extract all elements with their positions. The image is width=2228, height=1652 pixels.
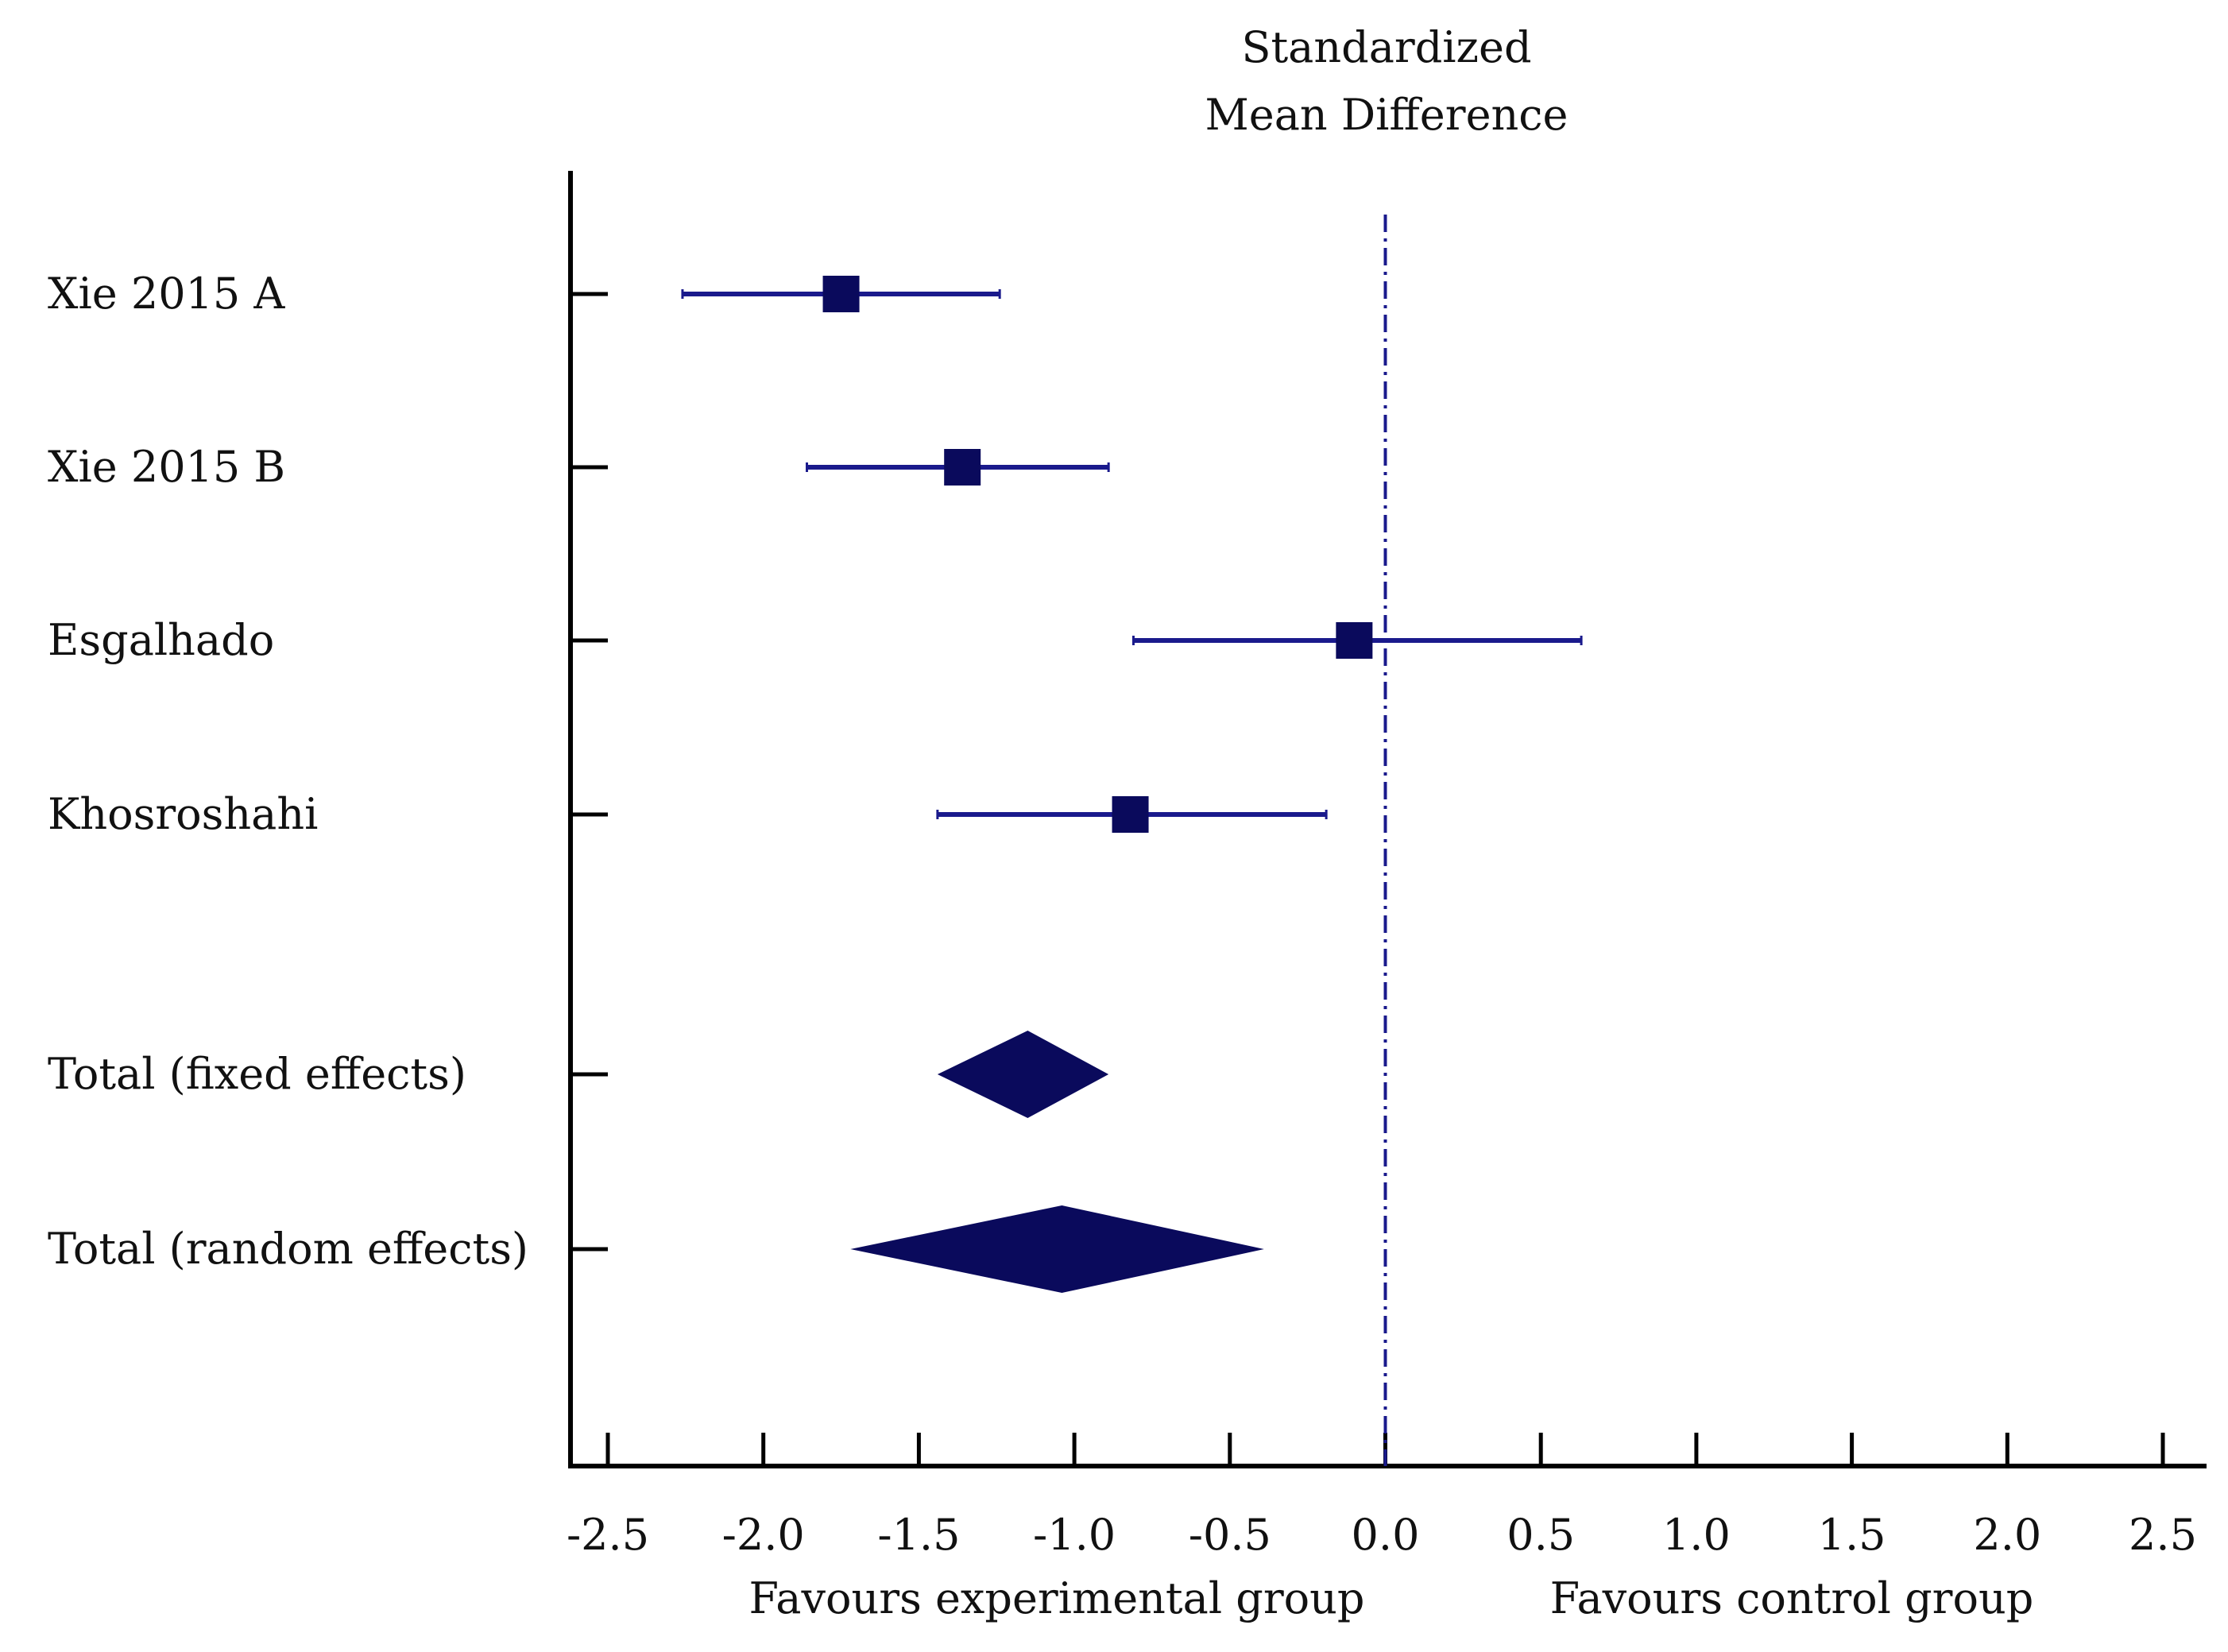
x-tick-label: 2.0 <box>1973 1510 2041 1560</box>
study-label: Xie 2015 B <box>48 442 285 492</box>
x-tick-label: 2.5 <box>2129 1510 2197 1560</box>
x-tick-label: -0.5 <box>1189 1510 1271 1560</box>
x-tick-label: -2.0 <box>722 1510 805 1560</box>
title-line-2: Mean Difference <box>1205 90 1568 140</box>
point-estimate <box>1112 796 1149 833</box>
study-row: Xie 2015 A <box>48 269 1001 319</box>
x-tick-label: 0.5 <box>1507 1510 1575 1560</box>
study-row: Khosroshahi <box>48 789 1328 839</box>
favours-control-label: Favours control group <box>1550 1573 2034 1623</box>
study-rows: Xie 2015 A Xie 2015 B Esgalhado Khosroshahi… <box>48 269 1583 1293</box>
study-label: Esgalhado <box>48 615 274 665</box>
point-estimate <box>822 276 860 312</box>
study-row: Total (fixed effects) <box>48 1031 1109 1118</box>
study-row: Total (random effects) <box>48 1205 1264 1293</box>
x-tick-label: -2.5 <box>567 1510 649 1560</box>
pooled-estimate-diamond <box>937 1031 1109 1118</box>
study-row: Esgalhado <box>48 615 1583 665</box>
study-label: Total (fixed effects) <box>48 1049 466 1099</box>
point-estimate <box>1336 622 1373 659</box>
point-estimate <box>944 449 981 486</box>
chart-title: Standardized Mean Difference <box>1205 22 1568 140</box>
study-row: Xie 2015 B <box>48 442 1110 492</box>
study-label: Total (random effects) <box>48 1224 528 1274</box>
x-axis-ticks: -2.5 -2.0 -1.5 -1.0 -0.5 0.0 0.5 1.0 1.5 2.0 2.5 <box>567 1433 2197 1560</box>
title-line-1: Standardized <box>1241 22 1531 72</box>
favours-experimental-label: Favours experimental group <box>748 1573 1364 1623</box>
x-tick-label: -1.5 <box>877 1510 960 1560</box>
study-label: Khosroshahi <box>48 789 318 839</box>
x-tick-label: 0.0 <box>1352 1510 1420 1560</box>
x-tick-label: 1.0 <box>1662 1510 1731 1560</box>
pooled-estimate-diamond <box>850 1205 1264 1293</box>
x-tick-label: 1.5 <box>1818 1510 1886 1560</box>
study-label: Xie 2015 A <box>48 269 285 319</box>
x-tick-label: -1.0 <box>1033 1510 1116 1560</box>
